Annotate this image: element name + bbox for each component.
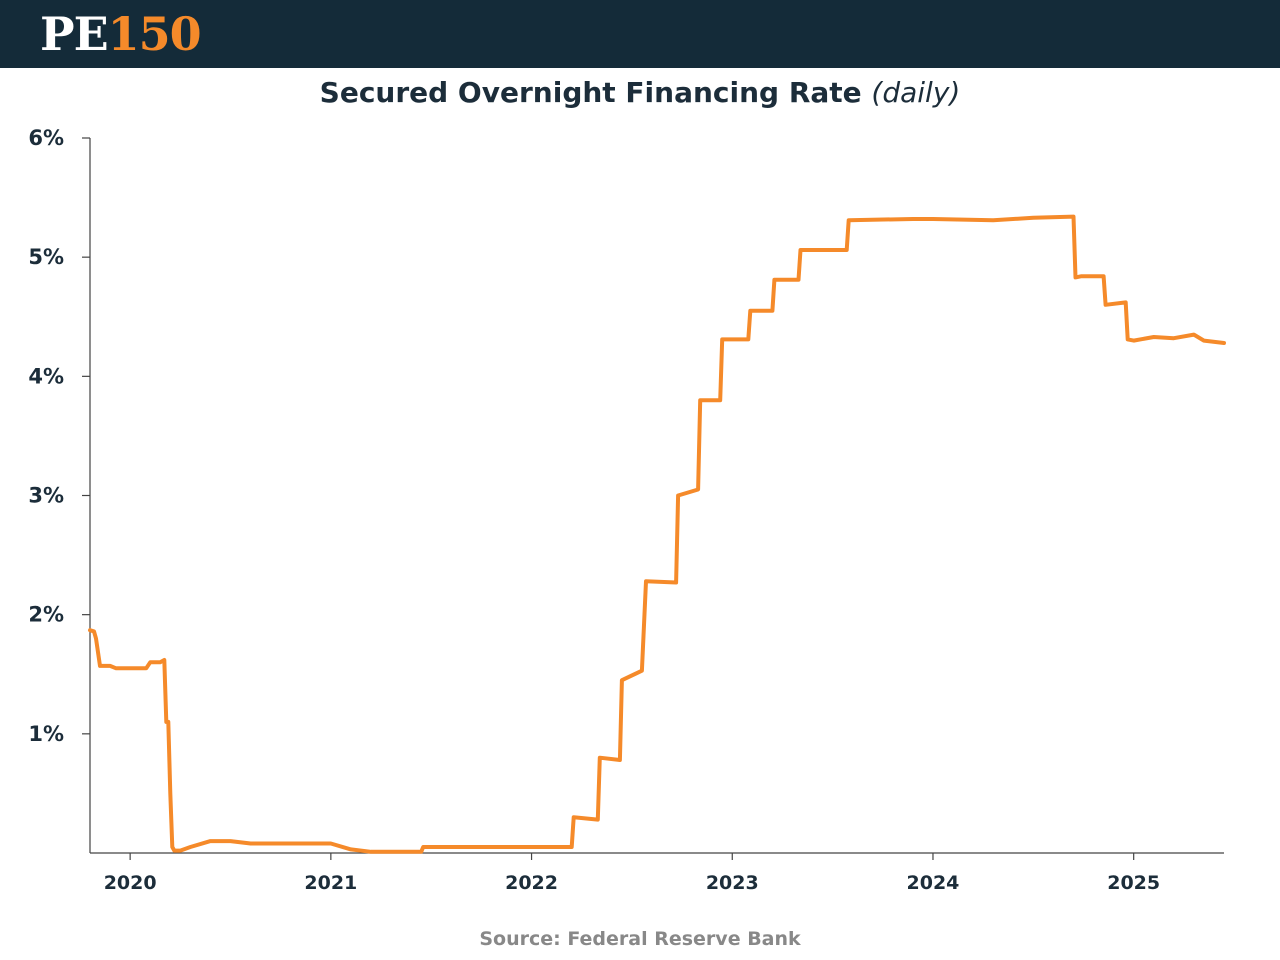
chart-title-main: Secured Overnight Financing Rate [319, 76, 862, 109]
x-axis: 2020 2021 2022 2023 2024 2025 [90, 852, 1224, 894]
series-group [88, 214, 1226, 854]
x-tick-label: 2022 [505, 872, 558, 894]
x-tick-label: 2020 [104, 872, 157, 894]
logo-150: 150 [107, 7, 202, 61]
y-tick-label: 2% [28, 603, 64, 627]
y-tick-label: 5% [28, 245, 64, 269]
chart-title: Secured Overnight Financing Rate (daily) [0, 76, 1280, 109]
y-tick-label: 6% [28, 126, 64, 150]
x-tick-label: 2024 [907, 872, 960, 894]
x-tick-label: 2021 [304, 872, 357, 894]
logo-pe: PE [40, 7, 109, 61]
y-tick-label: 4% [28, 364, 64, 388]
source-note: Source: Federal Reserve Bank [479, 928, 801, 950]
header-bar: PE150 [0, 0, 1280, 68]
brand-logo[interactable]: PE150 [40, 7, 202, 61]
x-tick-label: 2025 [1107, 872, 1160, 894]
x-tick-label: 2023 [706, 872, 759, 894]
y-tick-label: 1% [28, 722, 64, 746]
y-tick-label: 3% [28, 484, 64, 508]
series-line-0 [88, 214, 1226, 854]
chart-title-qualifier: (daily) [871, 76, 961, 109]
y-axis: 1% 2% 3% 4% 5% 6% [28, 126, 91, 853]
